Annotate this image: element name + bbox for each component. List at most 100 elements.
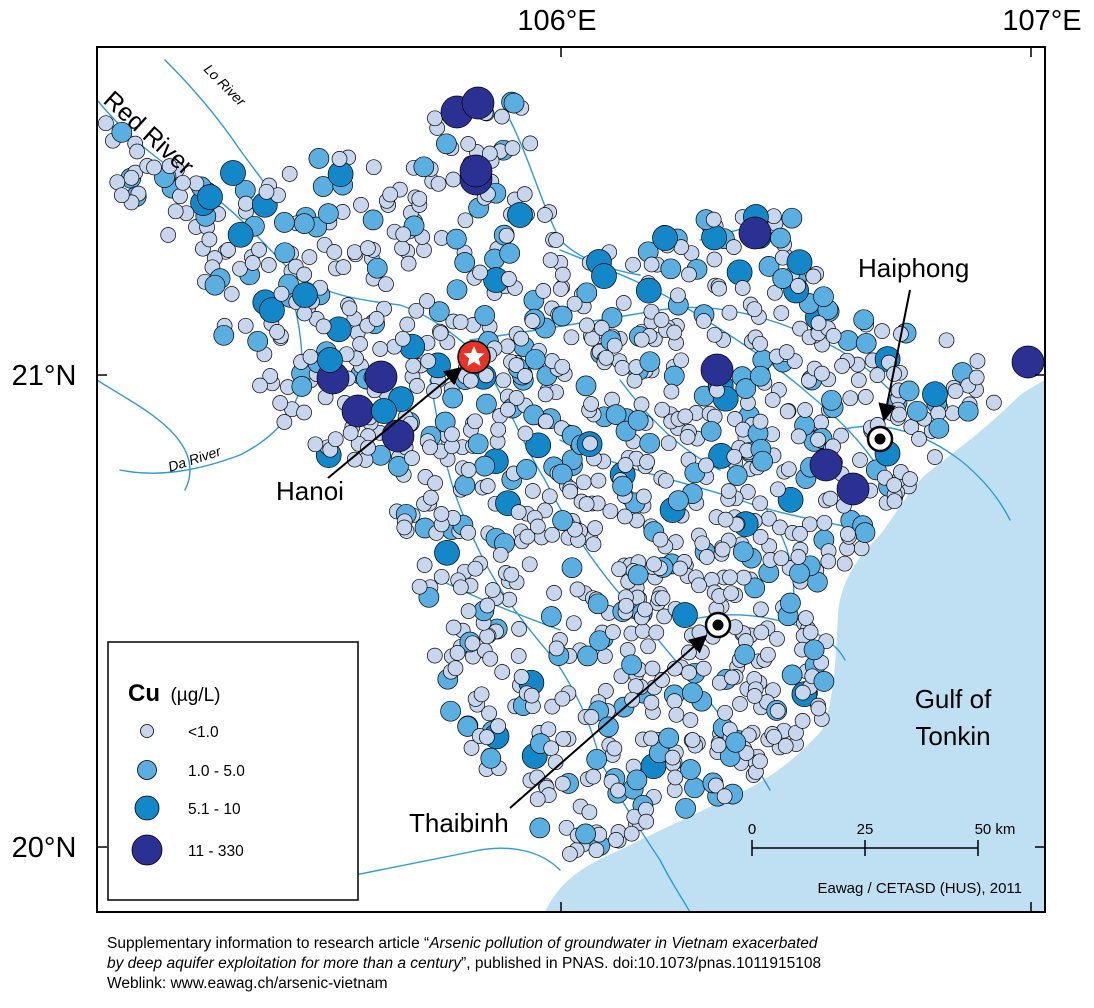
sample-point (575, 474, 592, 491)
sample-point (494, 664, 511, 680)
sample-point (521, 556, 538, 573)
sea-label-line2: Tonkin (915, 721, 990, 751)
sample-point (408, 302, 425, 319)
sample-point (825, 328, 842, 344)
sample-point (598, 349, 615, 366)
sample-point (365, 159, 382, 176)
sample-point (643, 730, 659, 747)
sample-point (381, 419, 415, 453)
sample-point (679, 429, 696, 445)
sample-point (479, 597, 496, 614)
sample-point (837, 330, 859, 351)
sample-point (460, 524, 476, 541)
sample-point (204, 274, 226, 296)
sample-point (695, 313, 712, 329)
sample-point (554, 775, 571, 792)
sample-point (670, 287, 686, 304)
sample-point (444, 426, 460, 443)
sample-point (146, 159, 162, 176)
sample-point (606, 337, 623, 354)
sample-point (481, 145, 498, 162)
sample-point (836, 472, 870, 506)
sample-point (598, 716, 619, 738)
sample-point (625, 256, 641, 273)
sample-point (794, 684, 811, 701)
sample-point (792, 526, 808, 542)
da-river-label: Da River (166, 442, 224, 474)
sample-point (445, 619, 462, 636)
sample-point (360, 439, 376, 456)
sample-point (269, 324, 285, 340)
sample-point (722, 569, 738, 586)
sample-point (400, 255, 417, 272)
sample-point (394, 330, 411, 347)
sample-point (898, 380, 920, 402)
sample-point (341, 300, 358, 317)
sample-point (346, 451, 363, 468)
sample-point (296, 404, 312, 421)
sample-point (672, 602, 698, 628)
sample-point (638, 813, 655, 830)
sample-point (605, 624, 621, 640)
sample-point (440, 700, 461, 722)
sample-point (404, 450, 420, 466)
sample-point (850, 372, 867, 389)
sample-point (160, 227, 177, 243)
graticule-ticks (97, 47, 1045, 912)
sample-point (891, 406, 908, 423)
sample-point (175, 174, 191, 191)
haiphong-marker (866, 425, 894, 453)
scale-tick-50: 50 km (975, 821, 1016, 838)
legend-swatch-class-1 (140, 724, 154, 738)
sample-point (238, 195, 254, 212)
sample-point (538, 413, 554, 430)
sample-point (519, 528, 536, 545)
sample-point (529, 817, 551, 839)
sample-point (598, 683, 614, 699)
sample-point (666, 693, 683, 709)
sample-point (232, 260, 248, 277)
sample-point (479, 729, 495, 746)
sample-point (576, 282, 598, 304)
sample-point (516, 459, 537, 480)
sample-point (494, 108, 510, 125)
sample-point (602, 503, 619, 520)
sample-point (382, 186, 399, 203)
sample-point (327, 431, 344, 448)
sample-point (259, 297, 285, 324)
sample-point (587, 520, 603, 536)
sample-point (840, 526, 856, 542)
sample-point (813, 286, 834, 308)
sample-point (273, 285, 290, 302)
sample-point (711, 280, 727, 297)
da-river-west-line (97, 379, 191, 491)
sample-point (643, 256, 660, 273)
sample-point (274, 242, 296, 264)
lon-label-107: 107°E (1002, 5, 1081, 37)
sample-point (552, 281, 569, 297)
sample-point (472, 264, 488, 281)
sample-point (433, 568, 450, 585)
sample-point (833, 427, 849, 444)
sample-point (554, 266, 571, 283)
sample-point (292, 282, 318, 308)
sample-point (816, 514, 833, 531)
sample-point (296, 305, 313, 322)
sample-point (668, 706, 685, 723)
sample-point (565, 615, 582, 632)
legend: Cu (µg/L) <1.0 1.0 - 5.0 5.1 - 10 11 - 3… (107, 641, 359, 901)
sample-point (781, 207, 803, 229)
sample-point (969, 353, 986, 369)
sample-point (822, 490, 839, 507)
sample-point (427, 475, 443, 491)
sample-point (666, 324, 683, 341)
sample-point (769, 630, 785, 647)
sample-point (717, 511, 734, 528)
sample-point (272, 395, 289, 411)
sample-point (721, 304, 738, 321)
sample-point (498, 227, 515, 244)
sample-point (555, 731, 572, 747)
sample-point (473, 686, 490, 703)
sample-point (341, 394, 375, 428)
sample-point (484, 582, 501, 598)
